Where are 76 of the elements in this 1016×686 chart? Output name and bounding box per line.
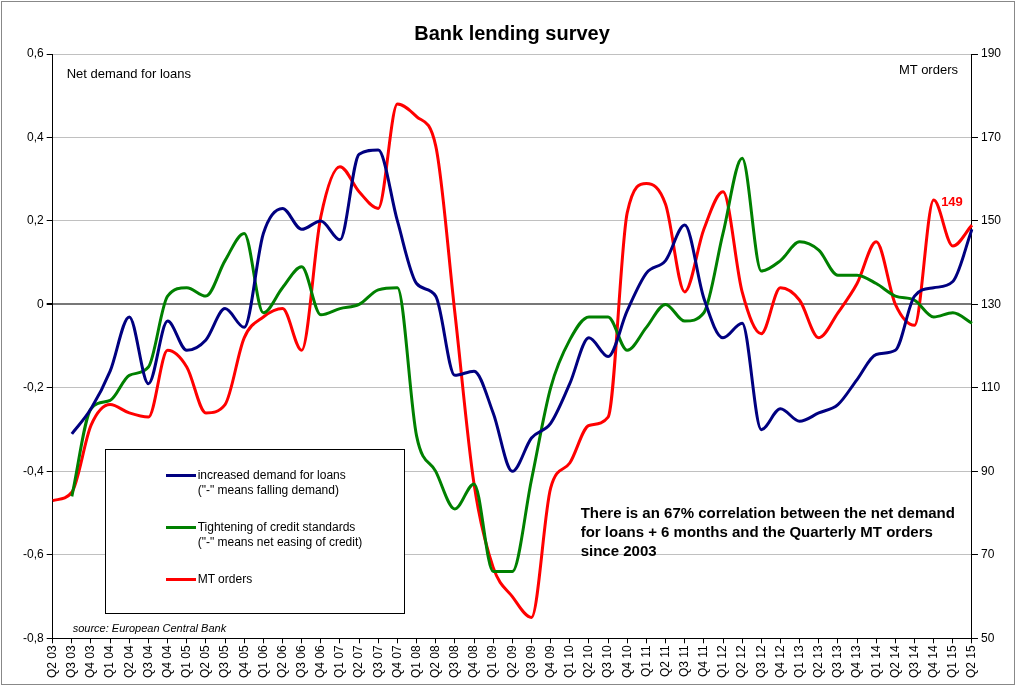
x-tick-label: Q1 14 [868,645,883,679]
x-tick-label: Q2 10 [581,645,596,679]
x-tick-label: Q4 09 [542,645,557,679]
x-tick-label: Q4 14 [925,645,940,679]
x-tick-label: Q1 06 [255,645,270,679]
x-tick-label: Q3 05 [217,645,232,679]
x-tick-label: Q4 08 [466,645,481,679]
x-tick-label: Q3 13 [830,645,845,679]
x-tick-label: Q2 07 [351,645,366,679]
x-tick-label: Q1 08 [408,645,423,679]
x-tick-label: Q2 15 [964,645,979,679]
y-tick-label: 0,4 [26,129,44,144]
x-tick-label: Q4 04 [159,645,174,679]
y-tick-label: -0,4 [22,463,44,478]
x-tick-label: Q2 14 [887,645,902,679]
x-tick-label: Q3 14 [906,645,921,679]
x-tick-label: Q3 09 [523,645,538,679]
x-tick-label: Q3 06 [293,645,308,679]
x-tick-label: Q4 07 [389,645,404,679]
line-series [51,102,974,619]
x-tick-label: Q4 03 [83,645,98,679]
x-tick-label: Q1 07 [332,645,347,679]
y2-tick-label: 130 [980,296,1002,311]
data-label: 149 [941,194,963,210]
y-tick-label: -0,6 [22,547,44,562]
x-tick-label: Q2 13 [811,645,826,679]
x-tick-label: Q1 13 [791,645,806,679]
legend-label: Tightening of credit standards ("-" means net easing of credit) [197,520,363,551]
x-tick-label: Q1 11 [638,645,653,678]
x-tick-label: Q2 08 [428,645,443,679]
x-tick-label: Q2 12 [734,645,749,679]
y2-tick-label: 110 [980,380,1001,395]
y-tick-label: 0,2 [26,213,44,228]
x-tick-label: Q2 04 [121,645,136,679]
annotation: There is an 67% correlation between the net demand for loans + 6 months and the Quarterly MT orders since 2003 [580,503,956,561]
x-tick-label: Q1 09 [485,645,500,679]
y-axis-title: Net demand for loans [66,66,192,82]
x-tick-label: Q2 06 [274,645,289,679]
y2-tick-label: 70 [980,547,995,562]
x-tick-label: Q4 05 [236,645,251,679]
chart-title: Bank lending survey [414,21,611,44]
y2-tick-label: 170 [980,129,1002,144]
y2-tick-label: 190 [980,46,1002,61]
x-tick-label: Q1 12 [715,645,730,679]
y2-tick-label: 90 [980,463,995,478]
x-tick-label: Q1 15 [945,645,960,679]
x-tick-label: Q2 03 [44,645,59,679]
x-tick-label: Q2 09 [504,645,519,679]
x-tick-label: Q1 04 [102,645,117,679]
y-tick-label: -0,8 [22,630,44,645]
x-tick-label: Q3 08 [447,645,462,679]
y-tick-label: 0,6 [26,46,44,61]
x-tick-label: Q4 12 [772,645,787,679]
x-tick-label: Q3 03 [64,645,79,679]
x-tick-label: Q3 04 [140,645,155,679]
x-tick-label: Q4 13 [849,645,864,679]
y2-tick-label: 50 [980,630,995,645]
y-tick-label: 0 [36,296,44,311]
x-tick-label: Q3 11 [677,645,692,678]
x-tick-label: Q4 11 [696,645,711,678]
x-tick-label: Q2 11 [657,645,672,678]
x-tick-label: Q2 05 [198,645,213,679]
x-tick-label: Q3 10 [600,645,615,679]
legend-label: increased demand for loans ("-" means falling demand) [197,468,346,499]
x-tick-label: Q3 12 [753,645,768,679]
x-tick-label: Q3 07 [370,645,385,679]
legend-label: MT orders [197,572,253,588]
y2-tick-label: 150 [980,213,1002,228]
y-tick-label: -0,2 [22,380,44,395]
line-series [70,156,974,574]
y2-axis-title: MT orders [898,62,959,78]
x-tick-label: Q1 05 [179,645,194,679]
annotation: source: European Central Bank [72,622,227,635]
x-tick-label: Q4 06 [313,645,328,679]
x-tick-label: Q1 10 [562,645,577,679]
x-tick-label: Q4 10 [619,645,634,679]
